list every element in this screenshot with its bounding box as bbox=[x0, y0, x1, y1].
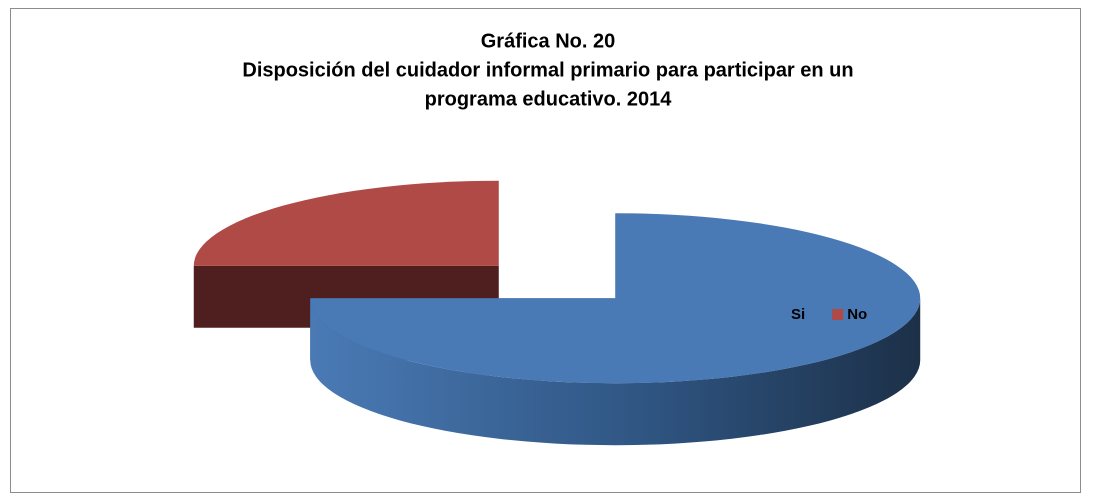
legend-swatch bbox=[776, 309, 787, 320]
chart-subtitle: Disposición del cuidador informal primar… bbox=[242, 59, 853, 81]
chart-title: Gráfica No. 20 bbox=[481, 30, 616, 52]
legend-swatch bbox=[832, 309, 844, 320]
chart-subtitle: programa educativo. 2014 bbox=[425, 88, 673, 110]
slice-side bbox=[310, 298, 921, 446]
slice bbox=[310, 213, 921, 384]
legend-label: No bbox=[847, 306, 867, 323]
legend-label: Si bbox=[791, 306, 805, 323]
slice bbox=[193, 180, 499, 266]
